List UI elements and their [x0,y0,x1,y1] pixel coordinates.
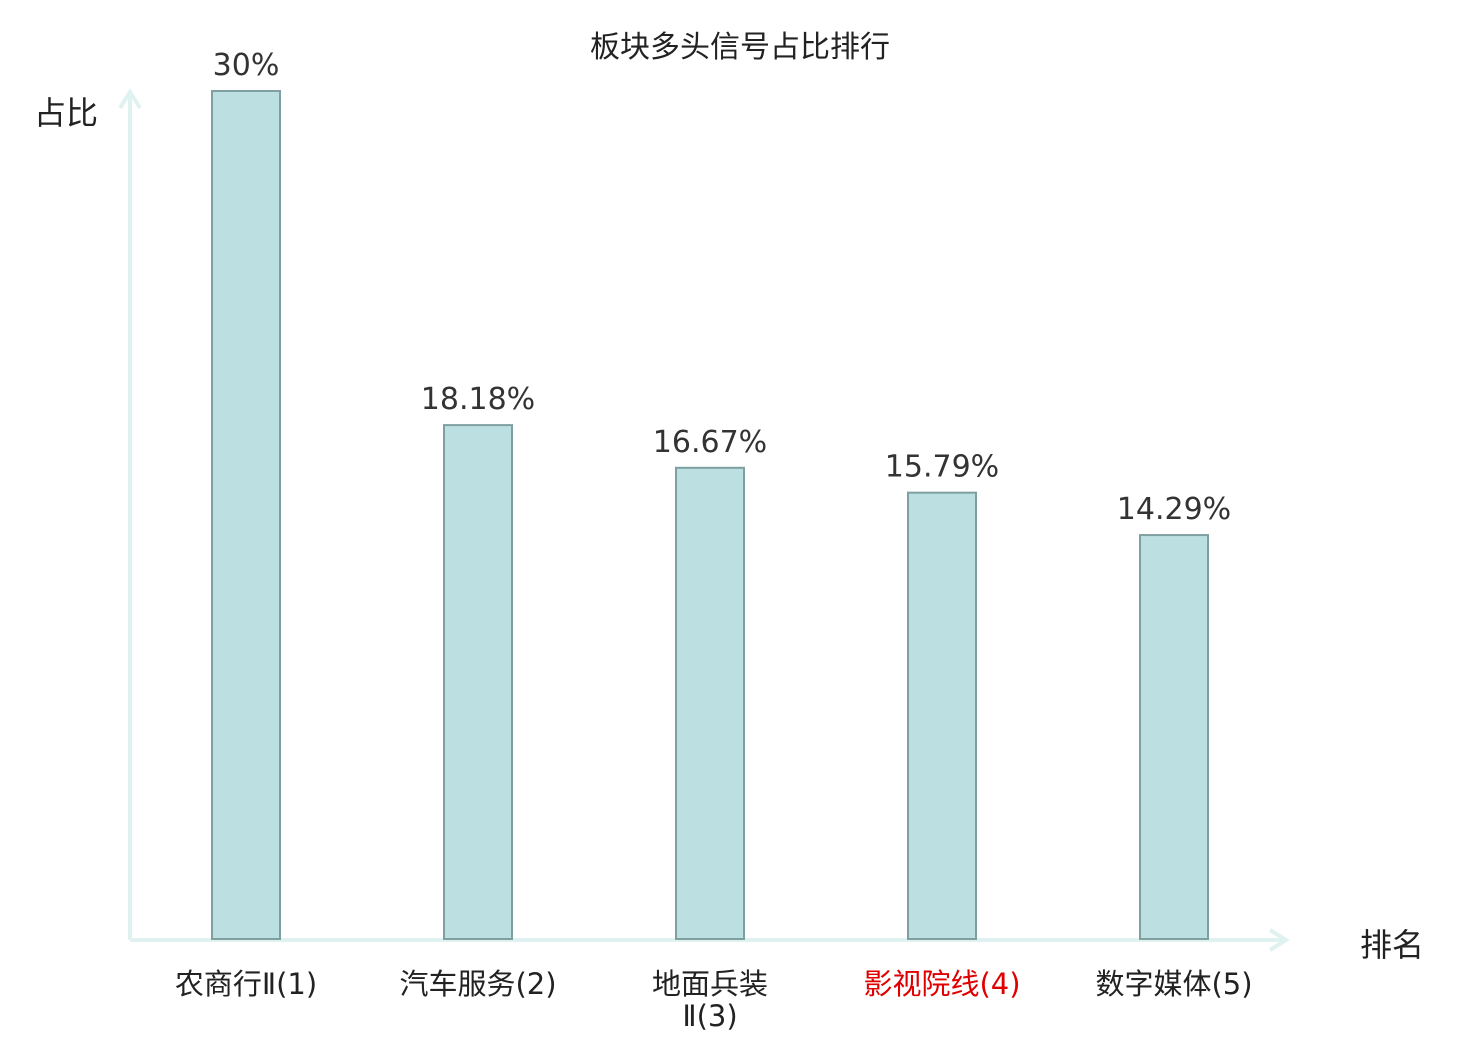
value-label-5: 14.29% [1117,492,1231,527]
category-label-1: 农商行Ⅱ(1) [175,967,317,1001]
value-label-3: 16.67% [653,425,767,460]
category-label-3-line-1: 地面兵装 [652,967,768,1001]
x-axis-label: 排名 [1360,926,1425,964]
bar-2 [443,424,513,940]
value-label-1: 30% [213,48,280,83]
category-label-2: 汽车服务(2) [399,967,556,1001]
value-label-2: 18.18% [421,382,535,417]
category-label-5: 数字媒体(5) [1095,967,1252,1001]
bar-5 [1139,534,1209,940]
bar-1 [211,90,281,940]
value-label-4: 15.79% [885,450,999,485]
category-label-4: 影视院线(4) [863,967,1020,1001]
y-axis-arrow [118,88,142,110]
bar-4 [907,491,977,940]
bar-3 [675,466,745,940]
category-label-3-line-2: Ⅱ(3) [682,999,737,1033]
y-axis-label: 占比 [34,94,99,132]
chart-title: 板块多头信号占比排行 [590,30,890,65]
x-axis-arrow [1268,928,1290,952]
